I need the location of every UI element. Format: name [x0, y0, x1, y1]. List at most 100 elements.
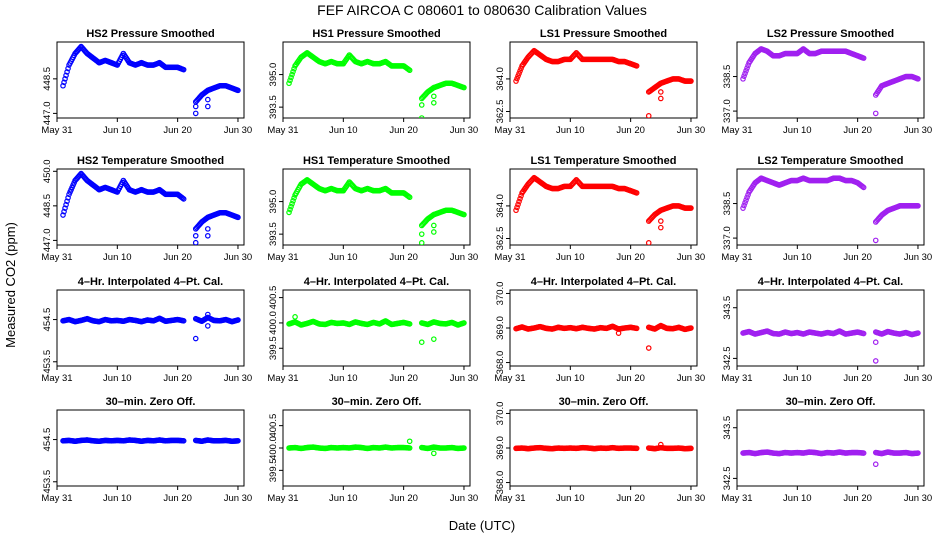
y-tick-label: 370.0 [495, 282, 506, 306]
x-tick-label: Jun 30 [677, 493, 706, 504]
data-point [518, 192, 524, 199]
data-point [406, 321, 413, 327]
data-point [65, 65, 71, 72]
y-tick-label: 400.0 [268, 436, 279, 460]
data-point [461, 84, 467, 91]
y-tick-label: 342.5 [722, 347, 733, 371]
data-point [235, 87, 241, 94]
y-tick-label: 400.5 [268, 414, 279, 438]
y-tick-label: 400.5 [268, 286, 279, 310]
x-tick-label: Jun 20 [389, 493, 418, 504]
data-point [514, 204, 520, 211]
data-points [60, 437, 241, 445]
outlier-point [872, 461, 879, 468]
panel-2: HS1 Pressure Smoothed May 31 Jun 10 Jun 20 J… [267, 28, 478, 136]
x-tick-label: Jun 10 [556, 252, 585, 263]
data-point [572, 51, 579, 57]
panel-16: 30–min. Zero Off. May 31 Jun 10 Jun 20 Jun 3… [721, 396, 932, 504]
x-tick-label: Jun 20 [616, 493, 645, 504]
y-tick-label: 338.5 [722, 192, 733, 216]
y-tick-label: 343.5 [722, 296, 733, 320]
data-point [289, 71, 295, 78]
outlier-point [872, 110, 879, 117]
outlier-point [192, 232, 199, 239]
x-tick-label: Jun 30 [904, 252, 933, 263]
x-tick-label: Jun 30 [224, 252, 253, 263]
x-tick-label: Jun 30 [677, 252, 706, 263]
panel-3: LS1 Pressure Smoothed May 31 Jun 10 Jun 20 J… [494, 28, 705, 136]
data-point [287, 77, 293, 84]
y-tick-label: 450.0 [42, 159, 53, 183]
data-point [572, 178, 579, 184]
data-point [745, 191, 751, 198]
data-point [291, 195, 297, 201]
outlier-point [872, 358, 879, 364]
data-point [406, 67, 413, 74]
x-tick-label: Jun 10 [329, 373, 358, 384]
data-point [516, 198, 522, 205]
x-tick-label: Jun 30 [224, 125, 253, 136]
data-point [513, 78, 519, 84]
data-points [740, 449, 921, 468]
x-tick-label: Jun 20 [389, 373, 418, 384]
x-tick-label: Jun 10 [556, 125, 585, 136]
outlier-point [872, 237, 879, 244]
data-points [60, 311, 241, 342]
y-tick-label: 369.0 [495, 436, 506, 460]
figure-x-axis-label: Date (UTC) [449, 518, 515, 533]
x-tick-label: Jun 30 [904, 125, 933, 136]
outlier-point [658, 224, 664, 231]
outlier-point [418, 102, 425, 108]
x-tick-label: Jun 20 [163, 252, 192, 263]
panel-title: 30–min. Zero Off. [559, 396, 649, 408]
data-point [65, 194, 71, 201]
data-point [287, 206, 293, 213]
y-tick-label: 395.0 [268, 63, 279, 87]
data-point [633, 190, 640, 196]
x-tick-label: May 31 [41, 493, 72, 504]
data-point [77, 171, 83, 178]
x-tick-label: May 31 [721, 493, 752, 504]
x-tick-label: Jun 30 [677, 125, 706, 136]
data-point [742, 199, 748, 206]
panel-title: 30–min. Zero Off. [786, 396, 876, 408]
data-point [286, 209, 292, 216]
panel-title: 4–Hr. Interpolated 4–Pt. Cal. [78, 276, 224, 288]
panel-5: HS2 Temperature Smoothed May 31 Jun 10 Jun … [41, 155, 252, 263]
data-point [740, 76, 746, 82]
y-tick-label: 399.5 [268, 336, 279, 360]
plot-frame [56, 409, 245, 487]
data-point [461, 211, 467, 218]
data-point [688, 325, 694, 331]
plot-frame [736, 289, 925, 367]
x-tick-label: Jun 10 [783, 493, 812, 504]
data-points [286, 177, 467, 245]
data-points [740, 328, 921, 364]
y-tick-label: 400.0 [268, 311, 279, 335]
x-tick-label: May 31 [41, 125, 72, 136]
x-tick-label: Jun 10 [329, 125, 358, 136]
outlier-point [418, 240, 425, 245]
y-tick-label: 454.5 [42, 428, 53, 452]
plot-frame [56, 168, 245, 246]
outlier-point [431, 450, 437, 457]
data-point [235, 317, 241, 323]
x-tick-label: Jun 20 [389, 125, 418, 136]
y-tick-label: 362.5 [495, 227, 506, 251]
plot-frame [736, 168, 925, 246]
figure-title: FEF AIRCOA C 080601 to 080630 Calibratio… [317, 2, 647, 18]
data-point [745, 62, 751, 69]
outlier-point [645, 240, 652, 245]
x-tick-label: Jun 30 [450, 252, 479, 263]
plot-frame [509, 168, 698, 246]
y-tick-label: 362.5 [495, 100, 506, 124]
y-tick-label: 393.5 [268, 222, 279, 246]
outlier-point [192, 239, 199, 245]
data-point [513, 207, 519, 214]
x-tick-label: May 31 [494, 252, 525, 263]
y-tick-label: 453.5 [42, 350, 53, 374]
panel-title: 30–min. Zero Off. [106, 396, 196, 408]
x-tick-label: May 31 [494, 493, 525, 504]
x-tick-label: Jun 10 [329, 493, 358, 504]
outlier-point [205, 103, 211, 110]
